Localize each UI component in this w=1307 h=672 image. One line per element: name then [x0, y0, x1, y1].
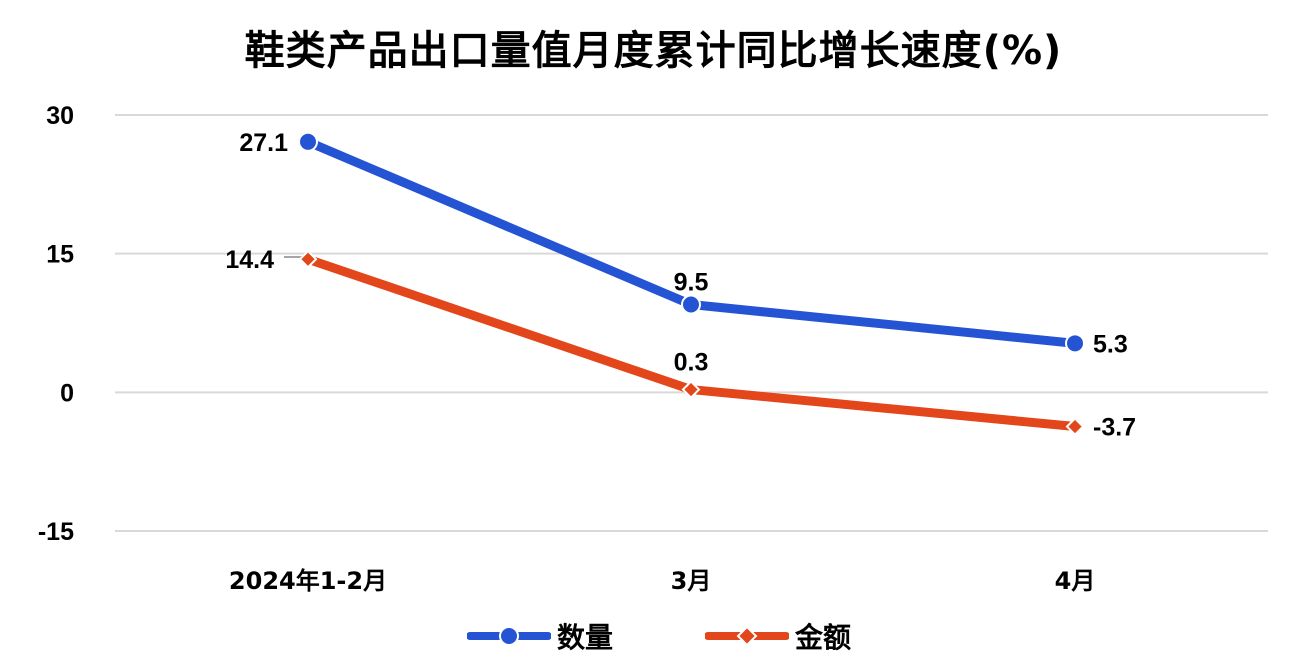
y-tick-label: 0	[60, 379, 74, 407]
legend-label-amount: 金额	[795, 621, 852, 654]
data-label: 0.3	[674, 349, 709, 377]
legend-diamond-marker-icon	[705, 626, 789, 646]
legend-item-amount[interactable]: 金额	[705, 614, 851, 658]
legend-circle-marker-icon	[467, 626, 551, 646]
data-point-diamond-marker[interactable]	[1065, 417, 1085, 436]
data-label: 27.1	[239, 129, 288, 157]
legend-label-quantity: 数量	[557, 621, 614, 654]
y-tick-label: 30	[46, 102, 74, 130]
data-label: 5.3	[1093, 330, 1128, 358]
legend-item-quantity[interactable]: 数量	[467, 614, 613, 658]
data-label: 14.4	[225, 246, 274, 274]
data-label: 9.5	[674, 269, 709, 297]
data-point-diamond-marker[interactable]	[298, 249, 318, 269]
legend: 数量 金额	[0, 614, 1307, 658]
data-point-circle-marker[interactable]	[1065, 333, 1085, 354]
data-point-diamond-marker[interactable]	[681, 380, 701, 399]
x-category-label: 2024年1-2月	[229, 567, 387, 595]
data-point-circle-marker[interactable]	[681, 294, 701, 315]
data-label: -3.7	[1093, 414, 1136, 442]
data-point-circle-marker[interactable]	[298, 131, 318, 152]
y-tick-label: 15	[46, 241, 74, 269]
x-category-label: 4月	[1055, 567, 1096, 595]
x-category-label: 3月	[671, 567, 712, 595]
chart-title: 鞋类产品出口量值月度累计同比增长速度(%)	[244, 28, 1063, 74]
y-tick-label: -15	[38, 518, 74, 546]
